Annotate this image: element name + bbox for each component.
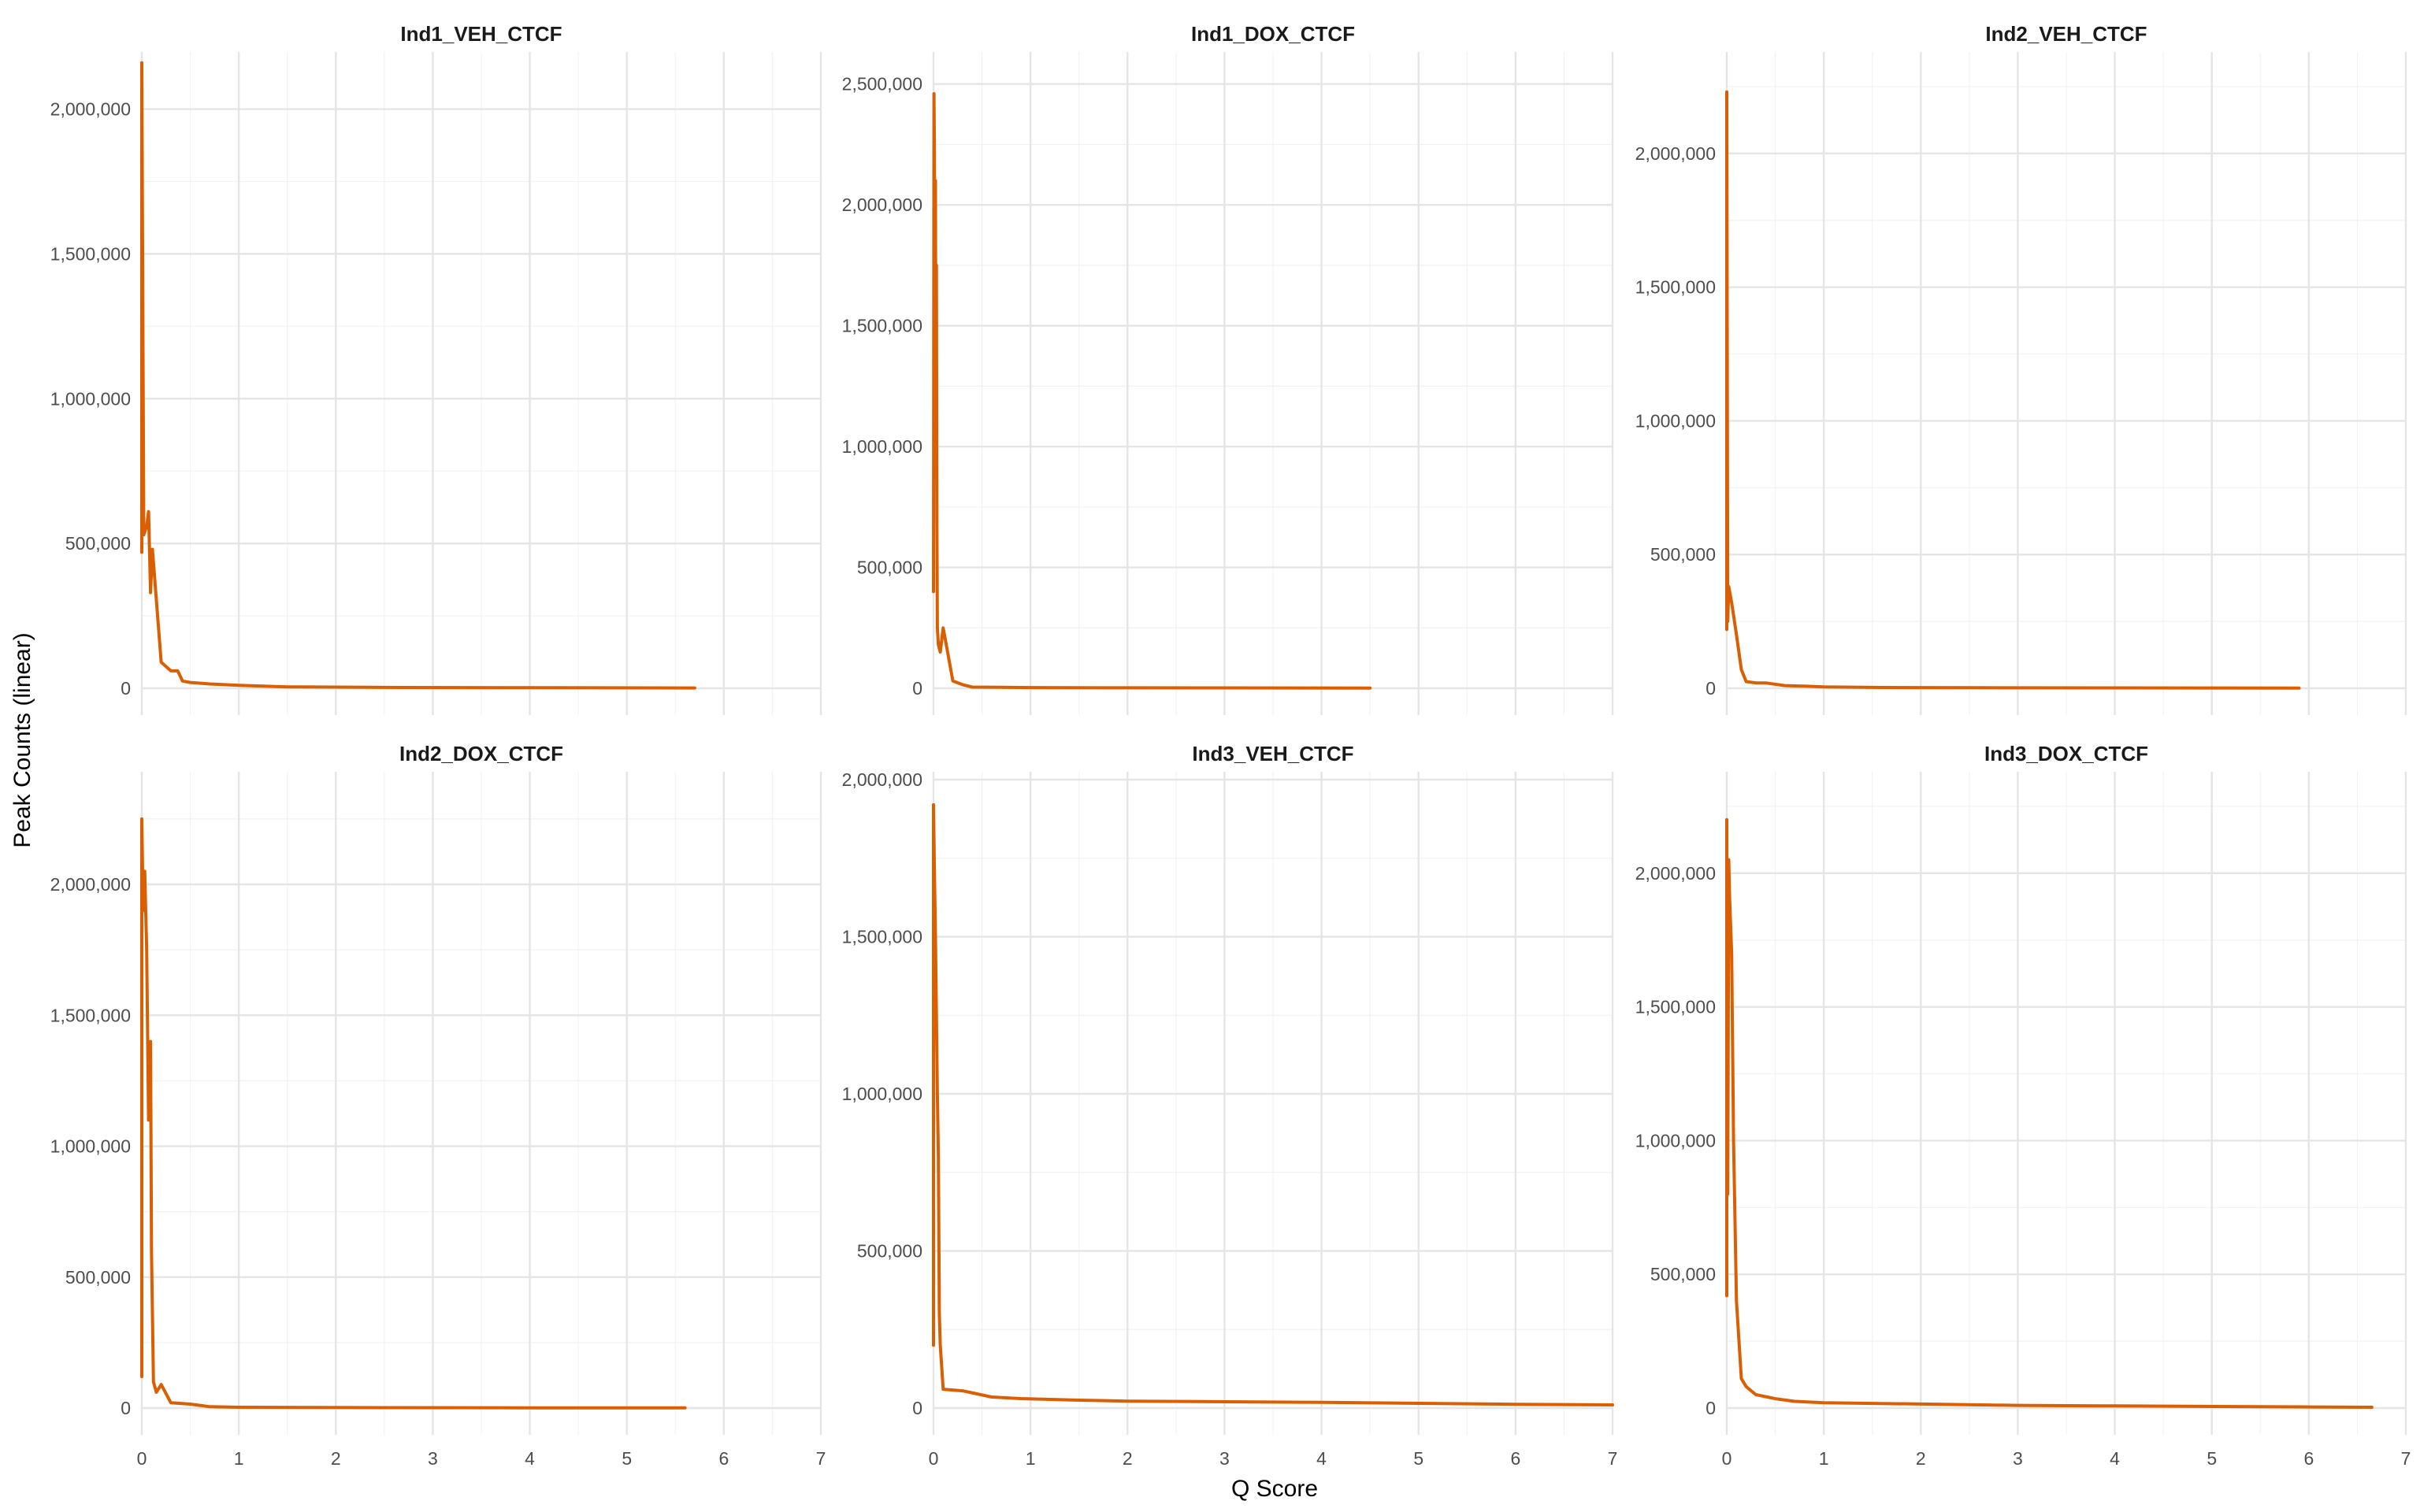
y-tick-label: 0 (912, 678, 922, 699)
x-tick-label: 5 (622, 1448, 632, 1469)
y-tick-label: 500,000 (1650, 544, 1716, 565)
y-tick-label: 2,000,000 (1635, 143, 1716, 164)
series-line (140, 817, 687, 1410)
panel-ind2-dox-ctcf: 0 500,000 1,000,000 1,500,000 2,000,000 0 1 2 3 4… (50, 742, 826, 1469)
panel-title: Ind1_VEH_CTCF (400, 22, 562, 46)
x-tick-label: 4 (525, 1448, 535, 1469)
x-tick-label: 0 (1722, 1448, 1732, 1469)
panel-ind1-dox-ctcf: 0 500,000 1,000,000 1,500,000 2,000,000 2,500… (842, 22, 1614, 715)
series-line (932, 92, 1372, 690)
x-tick-label: 5 (2207, 1448, 2217, 1469)
series-line (932, 802, 1614, 1406)
y-tick-label: 0 (1706, 678, 1716, 699)
y-tick-label: 1,000,000 (50, 1136, 131, 1157)
y-tick-label: 500,000 (857, 558, 922, 578)
y-tick-label: 2,000,000 (50, 99, 131, 120)
panel-title: Ind2_DOX_CTCF (399, 742, 563, 765)
x-tick-label: 7 (1608, 1448, 1618, 1469)
y-tick-label: 0 (121, 1398, 131, 1418)
y-tick-label: 2,000,000 (50, 874, 131, 895)
x-tick-label: 3 (1219, 1448, 1230, 1469)
x-tick-label: 4 (1316, 1448, 1327, 1469)
y-tick-label: 1,000,000 (842, 1084, 922, 1104)
x-tick-label: 3 (2013, 1448, 2023, 1469)
panel-ind3-veh-ctcf: 0 500,000 1,000,000 1,500,000 2,000,000 0 1 2 3 4… (842, 742, 1618, 1469)
series-line (140, 61, 696, 690)
x-tick-label: 2 (1123, 1448, 1133, 1469)
y-tick-label: 2,000,000 (842, 769, 922, 790)
x-tick-label: 7 (816, 1448, 826, 1469)
panel-title: Ind3_DOX_CTCF (1984, 742, 2148, 765)
panels-group: 0 500,000 1,000,000 1,500,000 2,000,000 Ind1_… (50, 22, 2411, 1469)
y-tick-label: 500,000 (65, 1267, 131, 1288)
y-tick-label: 1,500,000 (50, 243, 131, 264)
y-tick-label: 0 (1706, 1398, 1716, 1418)
y-tick-label: 2,000,000 (1635, 863, 1716, 884)
y-tick-label: 1,500,000 (1635, 277, 1716, 298)
y-tick-label: 500,000 (857, 1241, 922, 1262)
x-tick-label: 6 (718, 1448, 729, 1469)
y-tick-label: 2,000,000 (842, 195, 922, 215)
x-tick-label: 6 (1510, 1448, 1520, 1469)
x-tick-label: 1 (234, 1448, 244, 1469)
y-tick-label: 1,000,000 (1635, 1130, 1716, 1151)
panel-ind2-veh-ctcf: 0 500,000 1,000,000 1,500,000 2,000,000 Ind2_… (1635, 22, 2407, 715)
x-tick-label: 7 (2401, 1448, 2411, 1469)
x-tick-label: 2 (1916, 1448, 1926, 1469)
x-tick-label: 0 (929, 1448, 939, 1469)
x-tick-label: 4 (2110, 1448, 2120, 1469)
y-tick-label: 0 (121, 678, 131, 699)
x-tick-label: 1 (1819, 1448, 1829, 1469)
y-tick-label: 500,000 (65, 533, 131, 554)
y-tick-label: 1,500,000 (1635, 997, 1716, 1017)
x-tick-label: 1 (1026, 1448, 1036, 1469)
panel-title: Ind3_VEH_CTCF (1192, 742, 1353, 765)
x-tick-label: 2 (331, 1448, 341, 1469)
panel-title: Ind2_VEH_CTCF (1985, 22, 2147, 46)
x-tick-label: 6 (2303, 1448, 2314, 1469)
panel-ind3-dox-ctcf: 0 500,000 1,000,000 1,500,000 2,000,000 0 1 2 3 4… (1635, 742, 2411, 1469)
y-tick-label: 1,000,000 (842, 436, 922, 457)
y-tick-label: 500,000 (1650, 1264, 1716, 1284)
series-line (1725, 817, 2374, 1409)
y-axis-title: Peak Counts (linear) (9, 632, 35, 847)
panel-title: Ind1_DOX_CTCF (1191, 22, 1355, 46)
x-tick-label: 3 (428, 1448, 438, 1469)
x-tick-label: 0 (137, 1448, 147, 1469)
x-tick-label: 5 (1413, 1448, 1423, 1469)
y-tick-label: 1,500,000 (842, 316, 922, 336)
y-tick-label: 0 (912, 1398, 922, 1418)
y-tick-label: 1,000,000 (1635, 410, 1716, 431)
panel-ind1-veh-ctcf: 0 500,000 1,000,000 1,500,000 2,000,000 Ind1_… (50, 22, 822, 715)
y-tick-label: 2,500,000 (842, 74, 922, 94)
x-axis-title: Q Score (1231, 1476, 1318, 1502)
series-line (1725, 90, 2301, 690)
y-tick-label: 1,500,000 (842, 927, 922, 947)
y-tick-label: 1,000,000 (50, 388, 131, 409)
y-tick-label: 1,500,000 (50, 1005, 131, 1025)
